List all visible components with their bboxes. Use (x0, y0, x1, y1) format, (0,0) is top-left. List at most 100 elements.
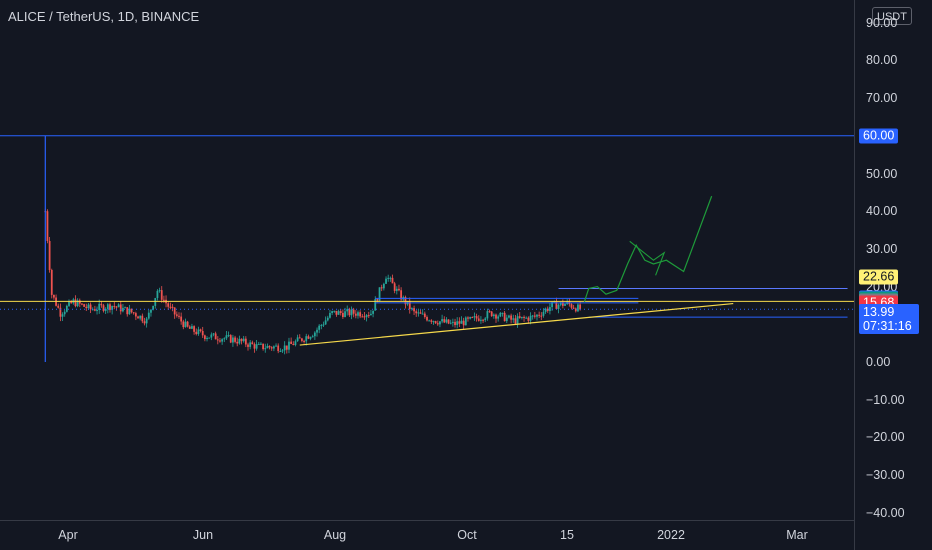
candle-body (484, 318, 487, 321)
candle-body (536, 314, 538, 317)
candle-body (439, 321, 441, 325)
candle-body (268, 345, 271, 348)
candle-body (510, 315, 513, 320)
candle-body (331, 311, 334, 314)
candle-body (350, 309, 353, 316)
candle-body (372, 310, 374, 314)
candle-body (413, 308, 415, 312)
candle-body (270, 347, 273, 349)
candle-body (333, 310, 336, 312)
candle-body (106, 304, 109, 309)
candle-body (316, 329, 318, 333)
candle-body (376, 299, 379, 301)
candle-body (499, 312, 502, 317)
candle-body (188, 326, 191, 329)
candle-body (262, 343, 265, 350)
candle-body (126, 307, 129, 315)
candle-body (415, 311, 418, 314)
candle-body (389, 277, 392, 279)
candle-body (102, 305, 105, 311)
candle-body (61, 314, 64, 317)
candle-body (445, 319, 448, 323)
candle-body (171, 306, 174, 308)
candle-body (365, 315, 368, 318)
candle-body (143, 321, 146, 324)
candle-body (195, 331, 198, 335)
candle-body (512, 318, 515, 320)
candle-body (238, 338, 241, 344)
candle-body (50, 269, 53, 295)
candle-body (523, 316, 525, 318)
candle-body (370, 313, 372, 316)
y-tick-label: 50.00 (866, 166, 898, 181)
candle-body (357, 312, 359, 316)
candle-body (53, 294, 55, 298)
symbol-title[interactable]: ALICE / TetherUS, 1D, BINANCE (8, 9, 200, 24)
candle-body (549, 307, 551, 311)
candle-body (447, 319, 450, 324)
time-axis[interactable] (0, 520, 854, 550)
candle-body (46, 211, 49, 241)
candles-layer (44, 208, 582, 355)
candle-body (193, 326, 195, 332)
candle-body (542, 311, 545, 316)
candle-body (579, 304, 582, 310)
candle-body (411, 308, 413, 310)
candle-body (544, 308, 547, 312)
candle-body (398, 288, 400, 291)
candle-body (525, 317, 528, 319)
candle-body (449, 322, 452, 324)
candle-body (178, 315, 180, 317)
candle-body (341, 313, 344, 317)
candle-body (451, 321, 454, 323)
candle-body (249, 342, 252, 347)
candle-body (255, 344, 258, 349)
candle-body (111, 305, 114, 310)
candle-body (469, 317, 472, 319)
candle-body (167, 303, 170, 307)
current-price-tag: 13.99 07:31:16 (859, 304, 919, 334)
candle-body (359, 312, 362, 317)
y-tick-label: −30.00 (866, 468, 905, 483)
y-tick-label: 90.00 (866, 15, 898, 30)
candle-body (322, 324, 325, 326)
candle-body (214, 333, 217, 340)
y-tick-label: −20.00 (866, 430, 905, 445)
currency-button[interactable]: USDT (872, 7, 912, 25)
candle-body (290, 341, 293, 345)
candle-body (221, 339, 224, 342)
candle-body (57, 305, 60, 308)
candle-body (122, 307, 124, 312)
candle-body (516, 316, 519, 324)
candle-body (531, 315, 534, 317)
x-tick-label: 2022 (657, 528, 685, 542)
candle-body (139, 315, 142, 319)
candle-body (423, 313, 426, 318)
candle-body (480, 319, 482, 321)
x-tick-label: Oct (457, 528, 477, 542)
candle-body (199, 329, 202, 331)
candle-body (87, 304, 90, 309)
candle-body (104, 308, 107, 311)
candle-body (309, 337, 312, 339)
candle-body (247, 344, 249, 347)
candle-body (329, 313, 331, 318)
candle-body (430, 320, 433, 322)
candle-body (518, 316, 521, 318)
candle-body (460, 320, 463, 324)
candle-body (555, 301, 558, 309)
candle-body (279, 351, 282, 353)
candle-body (456, 321, 459, 326)
candle-body (115, 306, 118, 308)
y-tick-label: 40.00 (866, 204, 898, 219)
candle-body (564, 303, 566, 306)
candle-body (81, 303, 83, 305)
candle-body (212, 333, 215, 335)
candle-body (546, 308, 549, 311)
y-tick-label: 80.00 (866, 53, 898, 68)
candle-body (400, 290, 403, 300)
candle-body (307, 336, 310, 339)
candle-body (391, 277, 394, 284)
candle-body (229, 335, 232, 343)
